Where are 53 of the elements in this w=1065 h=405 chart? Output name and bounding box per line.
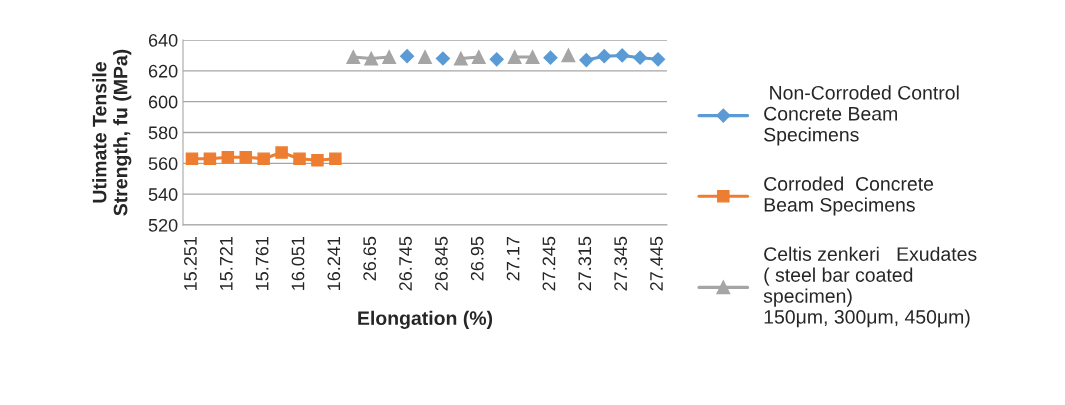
point — [203, 152, 217, 165]
point — [650, 52, 666, 67]
y-tick-label: 560 — [148, 157, 178, 171]
point — [346, 50, 361, 64]
point — [293, 152, 306, 165]
x-tick-label: 15.251 — [184, 236, 197, 290]
legend-label: Corroded Concrete Beam Specimens — [764, 176, 934, 216]
y-tick-label: 580 — [148, 126, 178, 140]
x-tick-label: 16.241 — [327, 236, 341, 290]
point — [382, 50, 397, 64]
point — [185, 152, 199, 165]
point — [525, 50, 540, 64]
point — [543, 50, 558, 65]
point — [561, 48, 576, 63]
point — [633, 50, 648, 65]
x-tick-label: 26.65 — [363, 236, 377, 281]
point — [615, 48, 630, 63]
x-axis-title: Elongation (%) — [358, 310, 493, 329]
x-tick-label: 27.345 — [614, 236, 628, 291]
x-tick-label: 15.721 — [219, 236, 233, 290]
x-tick-label: 16.051 — [291, 236, 305, 290]
point — [221, 150, 235, 164]
legend-label: Celtis zenkeri Exudates ( steel bar coated specimen) 150μm, 300μm, 450μm) — [763, 246, 977, 328]
point — [489, 52, 504, 67]
y-axis-title: Utimate Tensile Strength, fu (MPa) — [92, 49, 132, 216]
x-tick-label: 27.315 — [578, 236, 592, 291]
x-tick-label: 27.17 — [506, 237, 520, 281]
point — [239, 150, 252, 164]
x-tick-label: 26.845 — [434, 236, 448, 291]
x-tick-label: 26.745 — [399, 236, 412, 291]
point — [453, 51, 468, 66]
y-tick-label: 620 — [148, 64, 178, 78]
point — [418, 50, 432, 64]
point — [329, 152, 342, 165]
legend-label: Non-Corroded Control Concrete Beam Specimens — [764, 85, 959, 146]
y-tick-label: 540 — [148, 188, 178, 201]
point — [275, 146, 288, 159]
point — [257, 152, 270, 165]
point — [579, 52, 594, 68]
x-tick-label: 26.95 — [470, 236, 484, 281]
x-tick-label: 27.445 — [650, 236, 663, 291]
point — [507, 50, 522, 64]
y-tick-label: 640 — [148, 33, 178, 47]
point — [471, 50, 486, 64]
point — [311, 153, 324, 167]
point — [597, 49, 612, 64]
point — [364, 51, 379, 66]
x-tick-label: 15.761 — [255, 236, 269, 290]
y-tick-label: 520 — [148, 218, 178, 232]
point — [399, 49, 415, 64]
x-tick-label: 27.245 — [542, 236, 556, 291]
point — [435, 51, 451, 66]
y-tick-label: 600 — [148, 95, 178, 109]
